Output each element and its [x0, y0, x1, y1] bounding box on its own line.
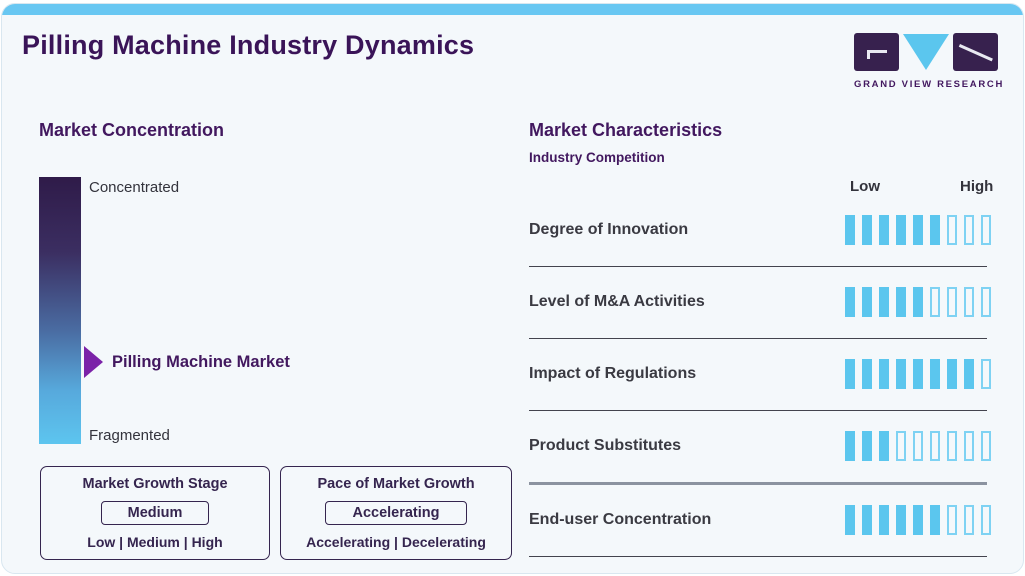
rating-tick-filled: [879, 215, 889, 245]
scale-low-label: Low: [850, 178, 880, 195]
rating-tick-empty: [896, 431, 906, 461]
pace-options: Accelerating | Decelerating: [306, 534, 486, 550]
logo-g-icon: [854, 33, 899, 71]
market-concentration-heading: Market Concentration: [39, 120, 225, 140]
characteristic-row: Degree of Innovation: [529, 200, 991, 268]
rating-tick-empty: [930, 431, 940, 461]
rating-ticks: [845, 215, 991, 245]
characteristic-label: Product Substitutes: [529, 437, 682, 454]
characteristic-label: Degree of Innovation: [529, 221, 689, 238]
rating-tick-empty: [947, 431, 957, 461]
rating-tick-filled: [896, 505, 906, 535]
rating-tick-empty: [964, 431, 974, 461]
rating-tick-filled: [930, 215, 940, 245]
characteristic-label: Level of M&A Activities: [529, 293, 705, 310]
rating-tick-filled: [845, 431, 855, 461]
logo-marks: [854, 33, 1002, 73]
characteristic-row: Product Substitutes: [529, 416, 991, 485]
rating-tick-empty: [981, 287, 991, 317]
scale-high-label: High: [960, 178, 994, 195]
rating-tick-filled: [947, 359, 957, 389]
growth-stage-options: Low | Medium | High: [87, 534, 223, 550]
rating-tick-filled: [913, 215, 923, 245]
brand-logo: GRAND VIEW RESEARCH: [854, 33, 1002, 90]
rating-tick-empty: [947, 505, 957, 535]
pace-title: Pace of Market Growth: [317, 476, 475, 492]
growth-stage-value: Medium: [100, 501, 210, 525]
rating-tick-empty: [913, 431, 923, 461]
rating-tick-empty: [964, 287, 974, 317]
market-characteristics-heading: Market Characteristics: [529, 120, 723, 140]
rating-tick-filled: [896, 287, 906, 317]
rating-tick-filled: [879, 431, 889, 461]
rating-tick-filled: [913, 287, 923, 317]
characteristic-row: Impact of Regulations: [529, 344, 991, 412]
rating-tick-filled: [862, 287, 872, 317]
rating-tick-filled: [964, 359, 974, 389]
rating-ticks: [845, 505, 991, 535]
rating-tick-filled: [845, 215, 855, 245]
pace-of-growth-box: Pace of Market Growth Accelerating Accel…: [280, 466, 512, 560]
rating-tick-filled: [862, 505, 872, 535]
rating-tick-empty: [981, 215, 991, 245]
rating-tick-filled: [862, 359, 872, 389]
rating-tick-empty: [981, 431, 991, 461]
rating-tick-empty: [947, 215, 957, 245]
rating-tick-filled: [879, 359, 889, 389]
rating-tick-empty: [947, 287, 957, 317]
rating-tick-filled: [879, 287, 889, 317]
brand-name: GRAND VIEW RESEARCH: [854, 79, 1005, 90]
rating-tick-filled: [913, 505, 923, 535]
rating-tick-filled: [930, 505, 940, 535]
rating-tick-filled: [879, 505, 889, 535]
pace-value: Accelerating: [325, 501, 467, 525]
characteristic-row: End-user Concentration: [529, 490, 991, 558]
characteristic-label: Impact of Regulations: [529, 365, 697, 382]
rating-tick-filled: [913, 359, 923, 389]
rating-ticks: [845, 431, 991, 461]
logo-r-icon: [953, 33, 998, 71]
right-arrow-icon: [84, 346, 103, 378]
rating-tick-filled: [896, 359, 906, 389]
growth-stage-title: Market Growth Stage: [82, 476, 228, 492]
rating-tick-filled: [930, 359, 940, 389]
rating-tick-filled: [845, 505, 855, 535]
characteristic-row: Level of M&A Activities: [529, 272, 991, 340]
rating-ticks: [845, 359, 991, 389]
industry-competition-subheading: Industry Competition: [529, 150, 665, 165]
rating-tick-empty: [964, 505, 974, 535]
rating-tick-filled: [845, 359, 855, 389]
infographic-canvas: Pilling Machine Industry Dynamics GRAND …: [1, 3, 1024, 574]
top-accent-bar: [2, 4, 1023, 15]
rating-tick-filled: [862, 431, 872, 461]
fragmented-label: Fragmented: [89, 427, 170, 444]
rating-tick-filled: [896, 215, 906, 245]
page-title: Pilling Machine Industry Dynamics: [22, 30, 475, 60]
market-position-label: Pilling Machine Market: [112, 353, 290, 371]
rating-tick-filled: [845, 287, 855, 317]
rating-tick-empty: [964, 215, 974, 245]
market-growth-stage-box: Market Growth Stage Medium Low | Medium …: [40, 466, 270, 560]
characteristic-label: End-user Concentration: [529, 511, 712, 528]
logo-v-triangle-icon: [903, 34, 949, 70]
concentrated-label: Concentrated: [89, 179, 180, 196]
rating-tick-empty: [981, 359, 991, 389]
concentration-gradient-bar: [39, 177, 81, 444]
rating-tick-empty: [981, 505, 991, 535]
rating-ticks: [845, 287, 991, 317]
rating-tick-filled: [862, 215, 872, 245]
rating-tick-empty: [930, 287, 940, 317]
